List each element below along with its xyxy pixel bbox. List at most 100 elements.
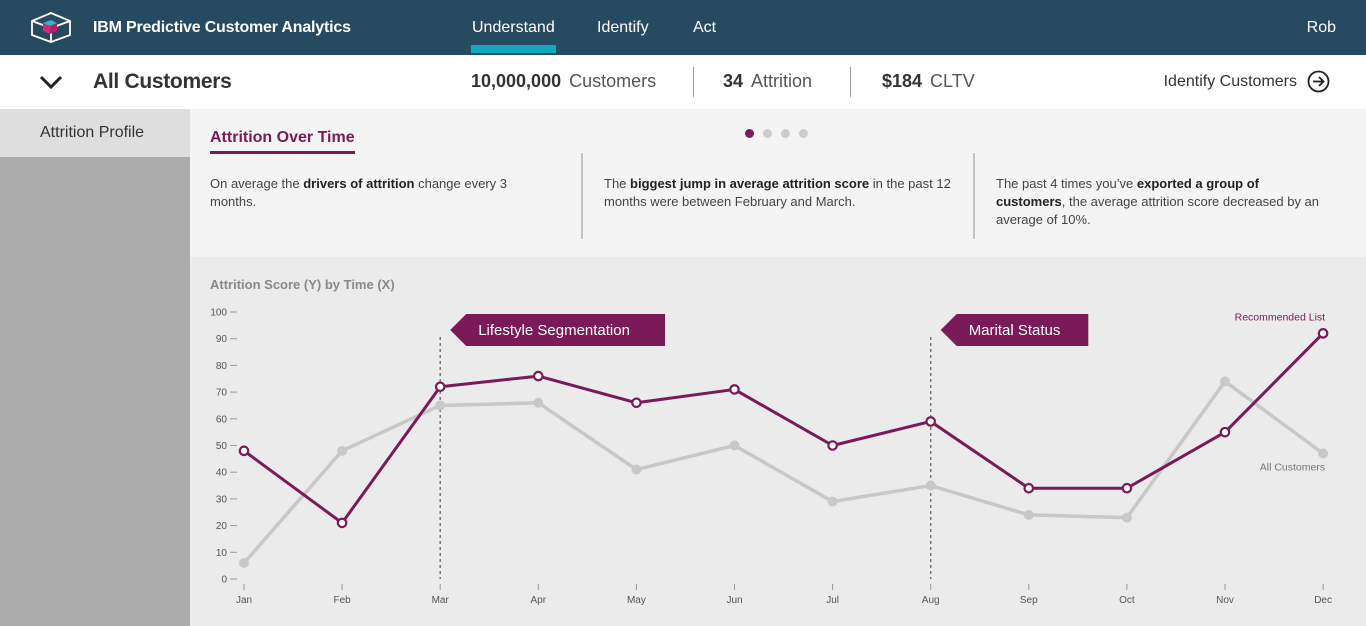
y-tick-label: 90 [216,334,228,345]
data-point [1023,509,1034,520]
x-tick-label: Nov [1216,595,1234,606]
insight-divider [581,153,583,239]
data-point [1317,328,1329,339]
insight-text: , the average attrition score decreased … [996,194,1320,227]
insight-text: change every 3 months. [210,176,507,209]
arrow-right-circle-icon [1307,70,1330,93]
tab-understand[interactable]: Understand [471,19,556,53]
data-point [1220,376,1230,387]
cltv-label: CLTV [930,71,975,91]
insight-card: On average the drivers of attrition chan… [210,175,530,211]
x-tick-label: Aug [922,595,940,606]
series-line [243,332,1325,525]
carousel-dot[interactable] [781,129,790,138]
y-tick-label: 70 [216,388,228,399]
insight-card: The biggest jump in average attrition sc… [604,175,959,211]
y-tick-label: 20 [216,521,228,532]
carousel-dots [745,129,808,138]
x-tick-label: May [627,595,646,606]
x-tick-label: Jan [236,595,252,606]
user-menu[interactable]: Rob [1306,19,1336,36]
carousel-dot[interactable] [799,129,808,138]
customers-label: Customers [569,71,657,91]
y-tick-label: 80 [216,361,228,372]
insight-text: On average the [210,176,304,191]
insight-highlight: biggest jump in average attrition score [630,176,870,191]
annotation-label: Lifestyle Segmentation [478,322,630,339]
x-tick-label: Jun [726,595,742,606]
top-nav-bar: IBM Predictive Customer Analytics Unders… [0,0,1366,55]
tab-act[interactable]: Act [693,19,717,36]
chart-title: Attrition Score (Y) by Time (X) [210,277,395,292]
data-point [827,496,838,507]
data-point [729,384,740,395]
insight-text: The past 4 times you’ve [996,176,1137,191]
series-label-all-customers: All Customers [1260,462,1325,474]
customers-value: 10,000,000 [471,71,562,91]
x-tick-label: Dec [1314,595,1332,606]
x-tick-label: Feb [333,595,351,606]
y-tick-label: 50 [216,441,228,452]
insight-highlight: exported a group of customers [996,176,1259,209]
data-point [435,400,446,411]
insight-divider [973,153,975,239]
series-label-recommended: Recommended List [1235,311,1326,323]
attrition-metric: 34 Attrition [723,71,812,92]
insights-panel: Attrition Over Time On average the drive… [190,109,1366,257]
sidebar: Attrition Profile [0,109,190,626]
metric-divider [693,67,694,97]
section-title: Attrition Over Time [210,129,355,154]
data-point [533,397,544,408]
data-point [827,440,838,451]
data-point [239,557,249,568]
customers-metric: 10,000,000 Customers [471,71,656,92]
data-point [337,445,348,456]
x-tick-label: Sep [1020,595,1038,606]
y-tick-label: 40 [216,468,228,479]
data-point [1219,426,1231,438]
insight-highlight: drivers of attrition [303,176,415,191]
data-point [631,464,642,475]
x-tick-label: Jul [826,595,839,606]
y-tick-label: 0 [221,575,227,586]
data-point [532,370,544,382]
annotation-flag [450,314,665,346]
tab-identify[interactable]: Identify [597,19,649,36]
y-tick-label: 60 [216,414,228,425]
annotation-flag [940,314,1089,346]
data-point [238,445,250,457]
metric-divider [850,67,851,97]
carousel-dot[interactable] [763,129,772,138]
series-line [242,379,1325,565]
sidebar-item-attrition-profile[interactable]: Attrition Profile [0,109,190,157]
data-point [925,416,936,427]
insight-card: The past 4 times you’ve exported a group… [996,175,1326,229]
annotation-label: Marital Status [969,322,1061,339]
app-title: IBM Predictive Customer Analytics [93,19,351,36]
cltv-value: $184 [882,71,923,91]
y-tick-label: 10 [216,548,228,559]
data-point [1121,482,1133,494]
cube-logo-icon [31,12,71,43]
carousel-dot[interactable] [745,129,754,138]
summary-bar: All Customers 10,000,000 Customers 34 Attr… [0,55,1366,109]
insight-text: The [604,176,631,191]
data-point [1023,482,1035,494]
cltv-metric: $184 CLTV [882,71,975,92]
data-point [1318,448,1329,459]
chart-area: Attrition Score (Y) by Time (X) 0 10 20 30 4… [190,257,1366,626]
chevron-down-icon[interactable] [38,73,64,91]
identify-customers-button[interactable]: Identify Customers [1164,70,1330,93]
y-tick-label: 30 [216,494,228,505]
data-point [434,381,446,393]
identify-customers-label: Identify Customers [1163,72,1297,90]
x-tick-label: Apr [531,595,547,606]
x-tick-label: Mar [432,595,450,606]
segment-title: All Customers [93,70,232,93]
attrition-value: 34 [723,71,744,91]
x-tick-label: Oct [1119,595,1135,606]
attrition-line-chart: 0 10 20 30 40 50 60 70 80 90 100 Jan Feb Mar Apr May Jun… [210,308,1332,607]
insight-text: in the past 12 months were between Febru… [604,176,951,209]
data-point [1121,512,1132,523]
data-point [729,440,740,451]
